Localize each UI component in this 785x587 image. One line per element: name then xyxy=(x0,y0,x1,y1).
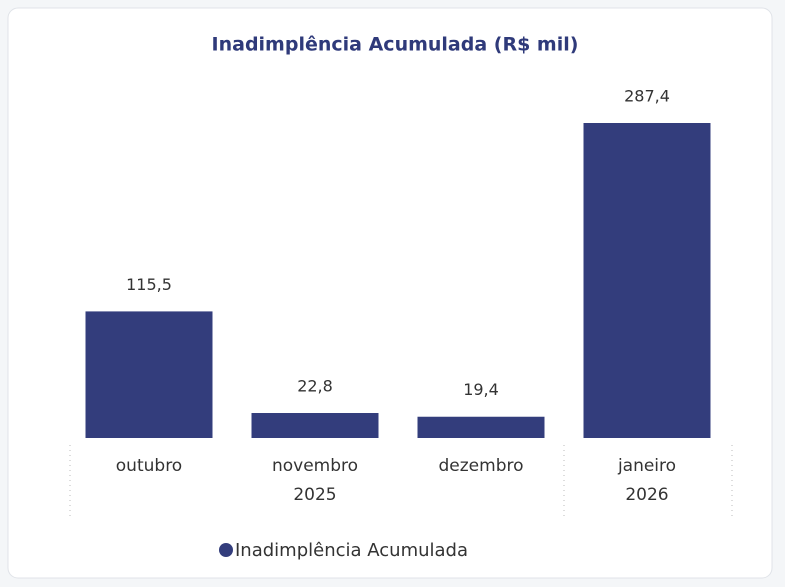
x-tick-label: novembro xyxy=(272,456,358,476)
group-label: 2026 xyxy=(625,485,668,505)
bar xyxy=(85,311,213,438)
value-label: 115,5 xyxy=(126,275,172,294)
bar xyxy=(251,413,379,438)
value-label: 287,4 xyxy=(624,87,670,106)
value-label: 22,8 xyxy=(297,377,333,396)
x-tick-label: dezembro xyxy=(439,456,524,476)
x-tick-label: janeiro xyxy=(617,456,676,476)
legend-marker xyxy=(219,543,233,557)
group-label: 2025 xyxy=(293,485,336,505)
bar xyxy=(583,123,711,438)
legend-label: Inadimplência Acumulada xyxy=(235,540,468,561)
chart-title: Inadimplência Acumulada (R$ mil) xyxy=(212,34,579,56)
x-tick-label: outubro xyxy=(116,456,182,476)
value-label: 19,4 xyxy=(463,380,499,399)
bar xyxy=(417,416,545,438)
